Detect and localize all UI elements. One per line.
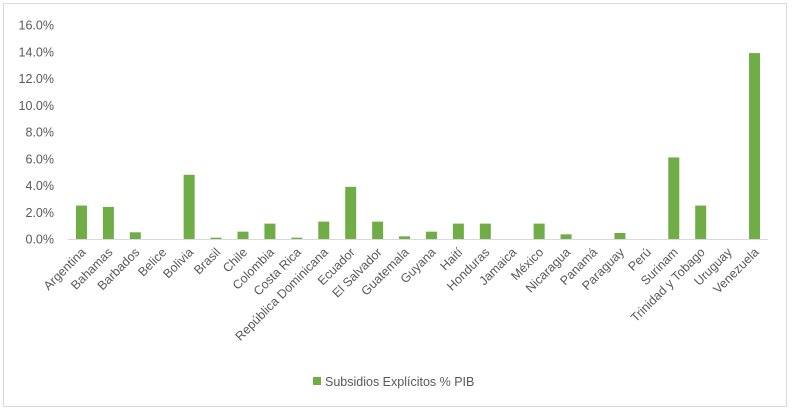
x-axis: ArgentinaBahamasBarbadosBeliceBoliviaBra… [41, 239, 768, 344]
y-tick-label: 0.0% [26, 233, 55, 247]
y-tick-label: 4.0% [26, 179, 55, 193]
y-tick-label: 10.0% [19, 99, 54, 113]
bar [318, 221, 330, 239]
bar [183, 174, 195, 239]
y-tick-label: 12.0% [19, 72, 54, 86]
y-tick-label: 14.0% [19, 45, 54, 59]
bar [75, 205, 87, 239]
chart-area: 0.0% 2.0% 4.0% 6.0% 8.0% 10.0% 12.0% 14.0% 16.0%… [3, 3, 787, 407]
bar-chart: 0.0% 2.0% 4.0% 6.0% 8.0% 10.0% 12.0% 14.0% 16.0%… [19, 19, 768, 389]
bar [102, 206, 114, 239]
bar [695, 205, 707, 239]
bar [129, 232, 141, 239]
legend: Subsidios Explícitos % PIB [313, 375, 474, 389]
y-tick-label: 2.0% [26, 206, 55, 220]
y-tick-label: 8.0% [26, 126, 55, 140]
x-tick-label: Bolivia [160, 245, 196, 281]
y-tick-label: 16.0% [19, 19, 54, 33]
bar [264, 223, 276, 239]
bar [533, 223, 545, 239]
bar [345, 186, 357, 239]
bars [75, 53, 761, 240]
legend-label: Subsidios Explícitos % PIB [325, 375, 474, 389]
bar [452, 223, 464, 239]
bar [237, 231, 249, 239]
y-tick-label: 6.0% [26, 152, 55, 166]
bar [479, 223, 491, 239]
x-tick-label: Brasil [191, 245, 223, 277]
bar [749, 53, 761, 240]
legend-swatch [313, 377, 321, 385]
bar [291, 237, 303, 239]
y-axis: 0.0% 2.0% 4.0% 6.0% 8.0% 10.0% 12.0% 14.0% 16.0% [19, 19, 54, 247]
bar [668, 157, 680, 239]
bar [210, 237, 222, 239]
bar [425, 231, 437, 239]
bar [614, 232, 626, 239]
bar [372, 221, 384, 239]
bar [560, 234, 572, 239]
bar [399, 236, 411, 239]
